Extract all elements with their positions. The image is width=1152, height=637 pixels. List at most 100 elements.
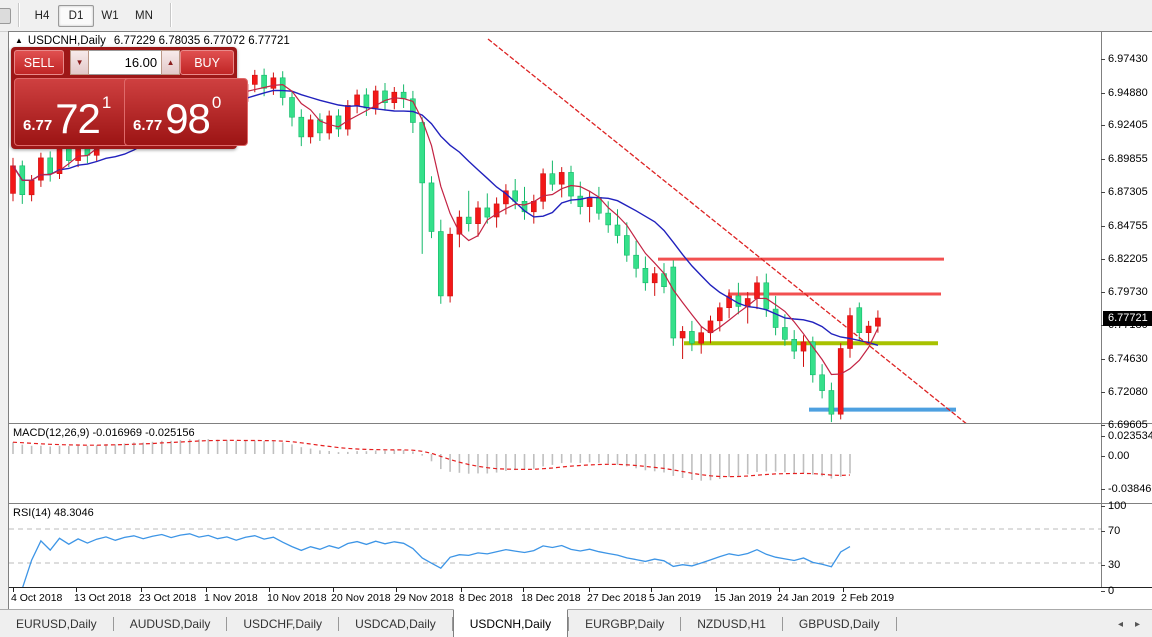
toolbar-separator <box>170 3 172 27</box>
timeframe-toolbar: H4 D1 W1 MN <box>0 0 1152 32</box>
time-axis[interactable]: 4 Oct 2018 13 Oct 2018 23 Oct 2018 1 Nov 20… <box>9 588 1152 610</box>
price-axis-tick <box>1101 259 1105 260</box>
time-axis-label: 2 Feb 2019 <box>841 592 895 604</box>
time-axis-label: 23 Oct 2018 <box>139 592 197 604</box>
price-axis-label: 0.023534 <box>1108 430 1152 442</box>
price-axis-label: 6.97430 <box>1108 53 1148 65</box>
macd-values: -0.016969 -0.025156 <box>92 427 195 439</box>
chart-symbol: USDCNH,Daily <box>27 35 106 47</box>
tab-separator <box>895 617 897 631</box>
price-axis-tick <box>1101 506 1105 507</box>
sell-price-box[interactable]: 6.77 72 1 <box>14 78 135 146</box>
rsi-indicator-canvas[interactable] <box>9 505 1101 587</box>
price-axis-tick <box>1101 192 1105 193</box>
price-axis-tick <box>1101 456 1105 457</box>
price-axis-tick <box>1101 93 1105 94</box>
panel-separator[interactable] <box>9 503 1152 505</box>
trade-panel-top-row: SELL ▼ ▲ BUY <box>14 50 234 75</box>
price-axis-label: 6.69605 <box>1108 419 1148 431</box>
chart-tab-usdcad[interactable]: USDCAD,Daily <box>355 617 436 631</box>
tab-separator <box>680 617 682 631</box>
price-axis-label: 6.84755 <box>1108 220 1148 232</box>
price-axis-tick <box>1101 436 1105 437</box>
price-axis-label: 0 <box>1108 585 1115 597</box>
chart-tab-bar: EURUSD,Daily AUDUSD,Daily USDCHF,Daily USDC… <box>0 609 1152 637</box>
price-axis-tick <box>1101 59 1105 60</box>
chart-tab-gbpusd[interactable]: GBPUSD,Daily <box>798 617 880 631</box>
sell-button[interactable]: SELL <box>14 50 65 75</box>
tab-separator <box>338 617 340 631</box>
volume-increase-button[interactable]: ▲ <box>161 50 181 75</box>
chart-tab-usdcnh[interactable]: USDCNH,Daily <box>452 609 569 637</box>
time-axis-tick <box>269 588 270 592</box>
price-axis-label: -0.038466 <box>1108 483 1152 495</box>
time-axis-tick <box>779 588 780 592</box>
collapse-triangle-icon[interactable]: ▲ <box>15 36 23 45</box>
tab-separator <box>451 617 453 631</box>
price-axis-tick <box>1101 226 1105 227</box>
tab-scroll-right-icon[interactable]: ▸ <box>1134 618 1140 630</box>
time-axis-label: 24 Jan 2019 <box>777 592 835 604</box>
time-axis-label: 18 Dec 2018 <box>521 592 581 604</box>
volume-spinner: ▼ ▲ <box>70 50 181 75</box>
chart-tab-eurusd[interactable]: EURUSD,Daily <box>16 617 97 631</box>
current-price-tag: 6.77721 <box>1103 311 1152 326</box>
chart-tab-usdchf[interactable]: USDCHF,Daily <box>243 617 323 631</box>
timeframe-button-w1[interactable]: W1 <box>101 10 119 22</box>
macd-label: MACD(12,26,9) -0.016969 -0.025156 <box>13 427 195 439</box>
toolbar-separator <box>18 3 20 27</box>
time-axis-tick <box>13 588 14 592</box>
time-axis-tick <box>523 588 524 592</box>
sell-price-big: 72 <box>55 95 101 143</box>
ohlc-high: 6.78035 <box>158 35 201 47</box>
price-axis-tick <box>1101 392 1105 393</box>
price-chart-canvas[interactable] <box>9 34 1101 424</box>
rsi-label: RSI(14) 48.3046 <box>13 507 94 519</box>
time-axis-tick <box>716 588 717 592</box>
volume-input[interactable] <box>89 50 162 75</box>
time-axis-label: 29 Nov 2018 <box>394 592 454 604</box>
price-axis-separator <box>1101 32 1102 587</box>
chart-tab-nzdusd[interactable]: NZDUSD,H1 <box>697 617 766 631</box>
price-axis-label: 6.74630 <box>1108 353 1148 365</box>
buy-price-sup: 0 <box>211 93 222 112</box>
time-axis-label: 8 Dec 2018 <box>459 592 513 604</box>
price-axis-label: 30 <box>1108 559 1121 571</box>
buy-button[interactable]: BUY <box>180 50 234 75</box>
price-axis-tick <box>1101 425 1105 426</box>
tab-separator <box>226 617 228 631</box>
volume-decrease-button[interactable]: ▼ <box>70 50 90 75</box>
chart-tab-eurgbp[interactable]: EURGBP,Daily <box>585 617 665 631</box>
price-axis-label: 6.72080 <box>1108 386 1148 398</box>
chart-tab-audusd[interactable]: AUDUSD,Daily <box>129 617 211 631</box>
time-axis-tick <box>141 588 142 592</box>
tab-separator <box>781 617 783 631</box>
time-axis-label: 5 Jan 2019 <box>649 592 701 604</box>
panel-separator[interactable] <box>9 423 1152 425</box>
tab-scroll-left-icon[interactable]: ◂ <box>1117 618 1123 630</box>
price-axis-label: 70 <box>1108 525 1121 537</box>
time-axis-label: 10 Nov 2018 <box>267 592 327 604</box>
price-axis-tick <box>1101 125 1105 126</box>
ohlc-close: 6.77721 <box>248 35 290 47</box>
timeframe-button-d1[interactable]: D1 <box>58 5 94 27</box>
price-axis-label: 6.92405 <box>1108 119 1148 131</box>
chart-window: ▲ USDCNH,Daily 6.77229 6.78035 6.77072 6.7… <box>8 31 1152 610</box>
time-axis-label: 4 Oct 2018 <box>11 592 63 604</box>
price-axis-label: 6.82205 <box>1108 253 1148 265</box>
tab-separator <box>568 617 570 631</box>
time-axis-tick <box>651 588 652 592</box>
macd-indicator-canvas[interactable] <box>9 425 1101 503</box>
timeframe-button-h4[interactable]: H4 <box>34 10 50 22</box>
price-axis-label: 6.94880 <box>1108 87 1148 99</box>
price-axis-tick <box>1101 489 1105 490</box>
sell-price-sup: 1 <box>101 93 112 112</box>
price-axis-tick <box>1101 565 1105 566</box>
time-axis-tick <box>206 588 207 592</box>
tab-separator <box>112 617 114 631</box>
ohlc-low: 6.77072 <box>203 35 246 47</box>
buy-price-box[interactable]: 6.77 98 0 <box>124 78 248 146</box>
time-axis-label: 27 Dec 2018 <box>587 592 647 604</box>
timeframe-button-mn[interactable]: MN <box>135 10 153 22</box>
